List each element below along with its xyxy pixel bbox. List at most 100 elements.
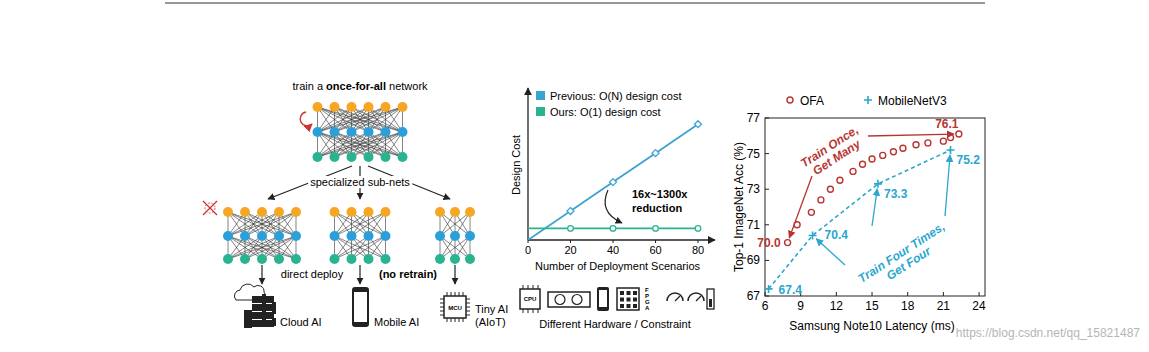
node (435, 254, 445, 264)
chip-pin (459, 292, 460, 296)
gauge-icon (667, 293, 683, 301)
series-line (528, 124, 698, 240)
target-label: (AIoT) (475, 316, 506, 328)
x-tick-label: 40 (607, 244, 619, 256)
data-label: 70.4 (825, 228, 849, 242)
y-tick (765, 260, 769, 261)
x-tick-label: 15 (865, 299, 879, 313)
chip-pin (466, 303, 470, 304)
cpu-pin (538, 309, 539, 313)
chip-pin (466, 307, 470, 308)
icon-label: A (645, 305, 650, 311)
arrow (945, 155, 950, 216)
x-tick (979, 292, 980, 296)
marker (869, 156, 875, 162)
marker (837, 177, 843, 183)
cpu-pin (523, 285, 524, 289)
marker (610, 179, 617, 186)
node (450, 231, 460, 241)
fpga-cell (620, 298, 624, 302)
marker (956, 131, 962, 137)
fpga-cell (627, 298, 631, 302)
node (330, 152, 340, 162)
node (274, 254, 284, 264)
node (223, 231, 233, 241)
y-tick-label: 73 (747, 182, 761, 196)
x-tick (528, 240, 529, 243)
y-tick-label: 67 (747, 289, 761, 303)
series-line (769, 150, 951, 289)
edge (245, 212, 296, 236)
legend-label: OFA (800, 94, 824, 108)
accuracy-chart: 691215182124676971737577Samsung Note10 L… (732, 94, 986, 334)
diagram-title: train a once-for-all network (292, 80, 428, 92)
node (450, 254, 460, 264)
marker (827, 186, 833, 192)
node (330, 254, 340, 264)
target-label: Cloud AI (280, 316, 322, 328)
cpu-icon (520, 289, 540, 309)
edge (245, 212, 296, 236)
x-tick (765, 292, 766, 296)
node (347, 254, 357, 264)
server-icon (252, 304, 274, 311)
arrow (359, 265, 360, 284)
node (240, 254, 250, 264)
chip-pin (447, 318, 448, 322)
arrow (454, 265, 455, 284)
node (257, 254, 267, 264)
target-label: Tiny AI (475, 303, 508, 315)
y-tick (765, 153, 769, 154)
node (381, 207, 391, 217)
node (240, 231, 250, 241)
x-tick (872, 292, 873, 296)
title-part: once-for-all (326, 80, 386, 92)
node (274, 231, 284, 241)
chip-pin (451, 292, 452, 296)
x-tick-label: 18 (901, 299, 915, 313)
data-label: 76.1 (935, 117, 959, 131)
fpga-cell (633, 291, 637, 295)
data-label: 73.3 (884, 187, 908, 201)
marker (568, 226, 574, 232)
node (381, 152, 391, 162)
data-label: 67.4 (779, 283, 803, 297)
data-label: 70.0 (757, 236, 781, 250)
node (330, 127, 340, 137)
x-tick (698, 240, 699, 243)
y-tick (765, 224, 769, 225)
node (381, 127, 391, 137)
edge (245, 236, 296, 259)
chip-pin (440, 303, 444, 304)
x-tick-label: 0 (525, 244, 531, 256)
x-tick-label: 21 (937, 299, 951, 313)
phone-screen (354, 292, 367, 322)
chip-pin (459, 318, 460, 322)
node (223, 254, 233, 264)
cross (203, 201, 217, 215)
node (381, 102, 391, 112)
gpu-fan (572, 295, 582, 305)
y-tick (765, 189, 769, 190)
marker (695, 226, 701, 232)
title-part: network (386, 80, 428, 92)
cpu-pin (533, 309, 534, 313)
marker (567, 208, 574, 215)
marker (880, 152, 886, 158)
x-tick (570, 240, 571, 243)
chip-pin (440, 311, 444, 312)
fpga-cell (633, 298, 637, 302)
y-tick-label: 71 (747, 218, 761, 232)
edge (318, 132, 403, 157)
annotation: Train Four Times, (856, 219, 948, 285)
edge (335, 236, 386, 259)
edge (335, 212, 386, 236)
x-tick-label: 12 (830, 299, 844, 313)
x-tick (907, 292, 908, 296)
node (364, 254, 374, 264)
arrow (789, 176, 812, 238)
legend-marker (787, 97, 793, 103)
edge (335, 236, 386, 259)
edge (228, 236, 279, 259)
marker (785, 240, 791, 246)
